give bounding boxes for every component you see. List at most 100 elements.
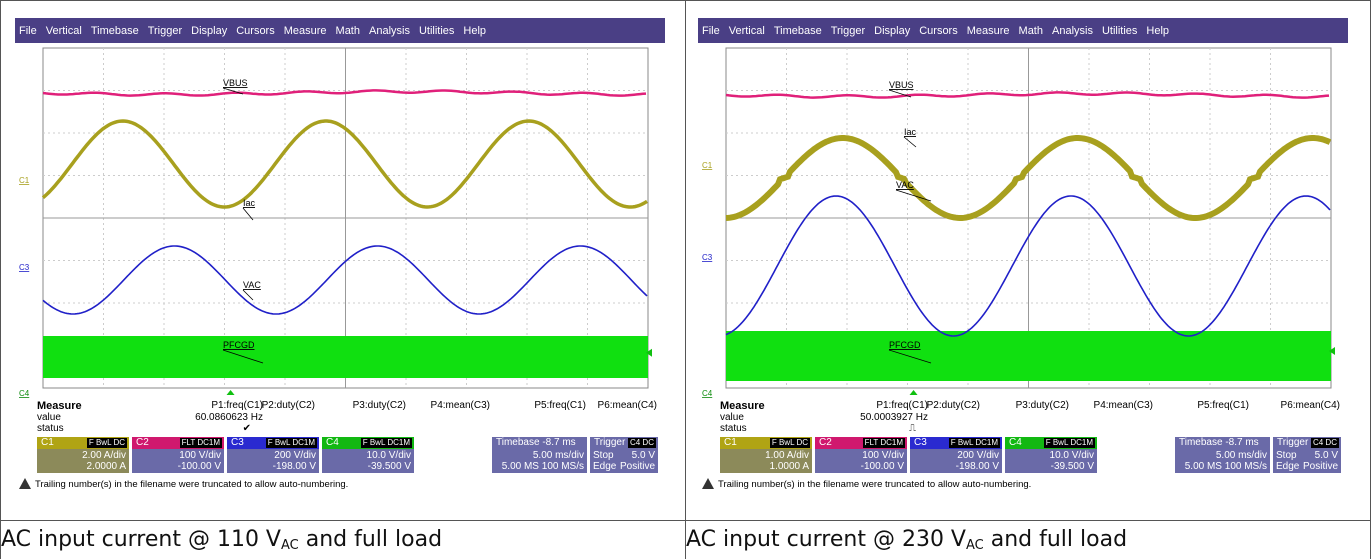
trigger-level-marker[interactable] — [1329, 347, 1335, 355]
menu-trigger[interactable]: Trigger — [147, 24, 183, 37]
vbus-trace — [42, 89, 647, 97]
trigger-time-marker[interactable] — [226, 390, 235, 395]
left-menu-bar: File Vertical Timebase Trigger Display Cursor… — [15, 18, 665, 43]
timebase-label: Timebase -8.7 ms — [496, 437, 576, 448]
menu-analysis[interactable]: Analysis — [1052, 24, 1093, 37]
trigger-level-marker[interactable] — [646, 348, 652, 357]
measure-param-p4[interactable]: P4:mean(C3) — [430, 400, 490, 411]
channel-box-c4[interactable]: C4 F BwL DC1M 10.0 V/div -39.500 V — [322, 437, 414, 473]
menu-analysis[interactable]: Analysis — [369, 24, 410, 37]
trigger-box[interactable]: Trigger C4 DC Stop 5.0 V Edge Positive — [590, 437, 658, 473]
vbus-label: VBUS — [889, 80, 914, 90]
menu-cursors[interactable]: Cursors — [236, 24, 275, 37]
menu-timebase[interactable]: Timebase — [90, 24, 139, 37]
measure-param-p5[interactable]: P5:freq(C1) — [1197, 400, 1249, 411]
trigger-box[interactable]: Trigger C4 DC Stop 5.0 V Edge Positive — [1273, 437, 1341, 473]
measure-param-p6[interactable]: P6:mean(C4) — [1280, 400, 1340, 411]
measure-heading: Measure — [720, 400, 765, 412]
measure-param-p5[interactable]: P5:freq(C1) — [534, 400, 586, 411]
channel-coupling-badge: F BwL DC — [86, 438, 127, 448]
measure-param-p2[interactable]: P2:duty(C2) — [261, 400, 315, 411]
sample-rate: 5.00 MS 100 MS/s — [501, 461, 584, 472]
menu-file[interactable]: File — [702, 24, 720, 37]
menu-help[interactable]: Help — [1146, 24, 1170, 37]
channel-box-c2[interactable]: C2 FLT DC1M 100 V/div -100.00 V — [815, 437, 907, 473]
trigger-slope: Positive — [1302, 461, 1338, 472]
channel-box-c3[interactable]: C3 F BwL DC1M 200 V/div -198.00 V — [910, 437, 1002, 473]
c1-channel-marker[interactable]: C1 — [19, 176, 30, 185]
channel-box-c1[interactable]: C1 F BwL DC 1.00 A/div 1.0000 A — [720, 437, 812, 473]
measure-param-p2[interactable]: P2:duty(C2) — [926, 400, 980, 411]
menu-display[interactable]: Display — [874, 24, 911, 37]
menu-measure[interactable]: Measure — [966, 24, 1010, 37]
vac-trace — [725, 195, 1331, 337]
c4-channel-marker[interactable]: C4 — [19, 389, 30, 398]
measure-param-p1[interactable]: P1:freq(C1) — [876, 400, 928, 411]
volts-per-div: 200 V/div — [274, 450, 316, 461]
pfcgd-leader-line — [888, 349, 932, 364]
timebase-div: 5.00 ms/div — [1215, 450, 1267, 461]
trigger-level: 5.0 V — [631, 450, 655, 461]
trigger-type: Edge — [1276, 461, 1300, 472]
channel-offset: -100.00 V — [177, 461, 221, 472]
menu-display[interactable]: Display — [191, 24, 228, 37]
measure-param-p3[interactable]: P3:duty(C2) — [1015, 400, 1069, 411]
truncation-warning: Trailing number(s) in the filename were … — [702, 478, 1031, 490]
sample-rate: 5.00 MS 100 MS/s — [1184, 461, 1267, 472]
c1-channel-marker[interactable]: C1 — [702, 161, 713, 170]
menu-trigger[interactable]: Trigger — [830, 24, 866, 37]
measure-param-p3[interactable]: P3:duty(C2) — [352, 400, 406, 411]
timebase-div: 5.00 ms/div — [532, 450, 584, 461]
menu-vertical[interactable]: Vertical — [728, 24, 765, 37]
c3-channel-marker[interactable]: C3 — [702, 253, 713, 262]
vac-leader-line — [895, 189, 932, 202]
channel-coupling-badge: FLT DC1M — [179, 438, 222, 448]
channel-box-c1[interactable]: C1 F BwL DC 2.00 A/div 2.0000 A — [37, 437, 129, 473]
menu-help[interactable]: Help — [463, 24, 487, 37]
measure-param-p1[interactable]: P1:freq(C1) — [211, 400, 263, 411]
channel-coupling-badge: F BwL DC1M — [265, 438, 317, 448]
trigger-type: Edge — [593, 461, 617, 472]
volts-per-div: 1.00 A/div — [765, 450, 809, 461]
trigger-time-marker[interactable] — [909, 390, 918, 395]
menu-vertical[interactable]: Vertical — [45, 24, 82, 37]
trigger-level: 5.0 V — [1314, 450, 1338, 461]
menu-math[interactable]: Math — [1018, 24, 1043, 37]
value-label: value — [720, 412, 744, 423]
timebase-box[interactable]: Timebase -8.7 ms 5.00 ms/div 5.00 MS 100 M… — [1175, 437, 1270, 473]
menu-utilities[interactable]: Utilities — [1101, 24, 1138, 37]
measure-heading: Measure — [37, 400, 82, 412]
menu-timebase[interactable]: Timebase — [773, 24, 822, 37]
channel-offset: -198.00 V — [272, 461, 316, 472]
measure-param-p6[interactable]: P6:mean(C4) — [597, 400, 657, 411]
volts-per-div: 2.00 A/div — [82, 450, 126, 461]
c4-channel-marker[interactable]: C4 — [702, 389, 713, 398]
right-waveform-display: VBUS Iac VAC PFCGD C1 C3 C4 — [702, 47, 1335, 398]
channel-box-c4[interactable]: C4 F BwL DC1M 10.0 V/div -39.500 V — [1005, 437, 1097, 473]
menu-file[interactable]: File — [19, 24, 37, 37]
menu-cursors[interactable]: Cursors — [919, 24, 958, 37]
trigger-source-badge: C4 DC — [1310, 438, 1339, 448]
iac-label: Iac — [243, 198, 256, 208]
volts-per-div: 10.0 V/div — [366, 450, 411, 461]
menu-math[interactable]: Math — [335, 24, 360, 37]
right-measure-panel: Measure value status P1:freq(C1) P2:duty(C2)… — [698, 400, 1348, 440]
vbus-leader-line — [222, 87, 244, 95]
p1-status: ⎍ — [909, 423, 916, 434]
channel-box-c2[interactable]: C2 FLT DC1M 100 V/div -100.00 V — [132, 437, 224, 473]
vbus-label: VBUS — [223, 78, 248, 88]
menu-utilities[interactable]: Utilities — [418, 24, 455, 37]
menu-measure[interactable]: Measure — [283, 24, 327, 37]
right-menu-bar: File Vertical Timebase Trigger Display Cursor… — [698, 18, 1348, 43]
c3-channel-marker[interactable]: C3 — [19, 263, 30, 272]
status-label: status — [37, 423, 64, 434]
pfcgd-label: PFCGD — [889, 340, 921, 350]
timebase-box[interactable]: Timebase -8.7 ms 5.00 ms/div 5.00 MS 100 M… — [492, 437, 587, 473]
trigger-slope: Positive — [619, 461, 655, 472]
pfcgd-trace — [726, 331, 1331, 381]
channel-offset: -39.500 V — [1050, 461, 1094, 472]
iac-trace — [41, 119, 648, 209]
volts-per-div: 10.0 V/div — [1049, 450, 1094, 461]
measure-param-p4[interactable]: P4:mean(C3) — [1093, 400, 1153, 411]
channel-box-c3[interactable]: C3 F BwL DC1M 200 V/div -198.00 V — [227, 437, 319, 473]
